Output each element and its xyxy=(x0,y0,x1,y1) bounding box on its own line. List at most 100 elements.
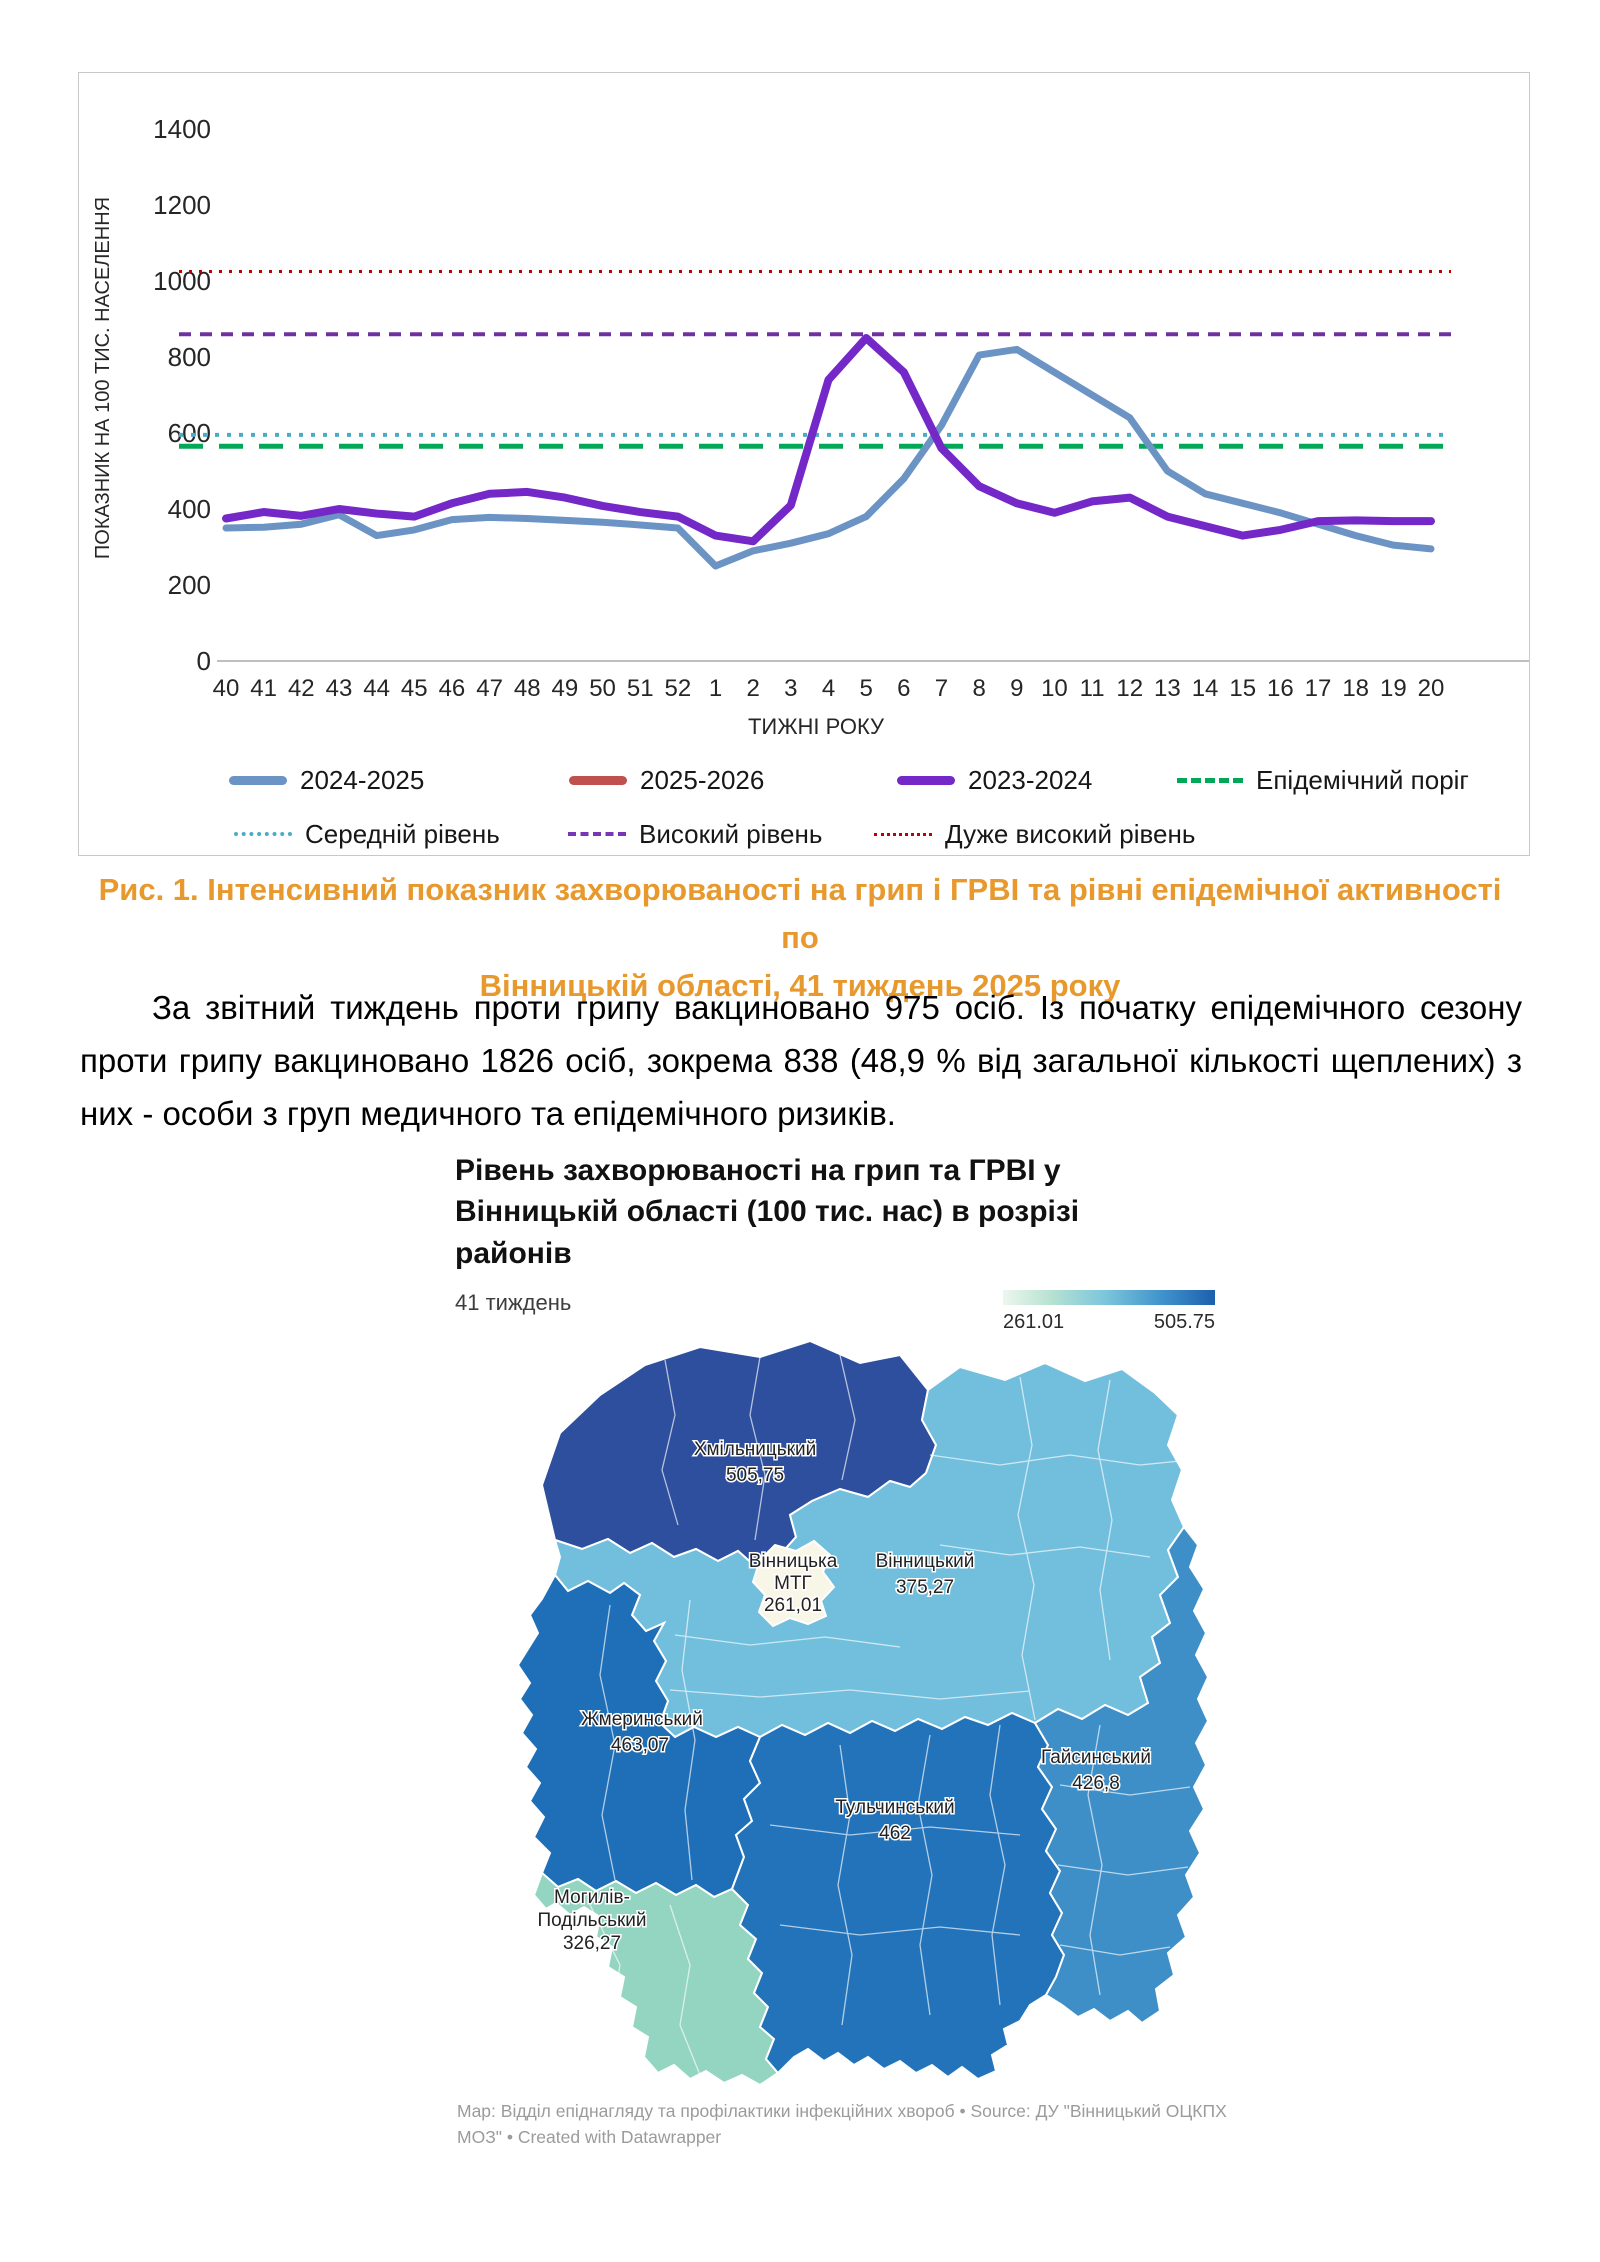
map-legend-min: 261.01 xyxy=(1003,1311,1065,1333)
flu-incidence-chart-figure: 0 200 400 600 800 1000 1200 1400 ПОКАЗНИК НА 100… xyxy=(78,72,1530,856)
label-mohyliv-2: Подільський xyxy=(537,1910,646,1931)
figure-caption: Рис. 1. Інтенсивний показник захворювано… xyxy=(80,866,1520,1010)
map-title: Рівень захворюваності на грип та ГРВІ у … xyxy=(455,1154,1080,1270)
legend-swatch xyxy=(569,775,627,785)
label-zhmerynskyi: Жмеринський xyxy=(581,1709,703,1730)
y-tick-label: 800 xyxy=(168,342,211,372)
series-line xyxy=(222,334,1435,546)
x-tick-label: 42 xyxy=(288,675,315,702)
legend-swatch xyxy=(1177,777,1243,783)
label-vinnytska-mtg-1: Вінницька xyxy=(749,1551,838,1572)
label-tulchynskyi: Тульчинський xyxy=(835,1797,954,1818)
legend-swatch xyxy=(229,775,287,785)
y-tick-label: 0 xyxy=(197,646,211,676)
y-tick-label: 1000 xyxy=(153,266,211,296)
value-vinnytska-mtg: 261,01 xyxy=(764,1595,822,1616)
y-tick-label: 400 xyxy=(168,494,211,524)
x-tick-label: 20 xyxy=(1418,675,1445,702)
y-tick-label: 1400 xyxy=(153,114,211,144)
x-tick-label: 50 xyxy=(589,675,616,702)
legend-swatch xyxy=(234,832,292,836)
x-tick-label: 46 xyxy=(439,675,466,702)
legend-label: Дуже високий рівень xyxy=(945,818,1196,849)
x-tick-label: 52 xyxy=(665,675,692,702)
y-axis-title: ПОКАЗНИК НА 100 ТИС. НАСЕЛЕННЯ xyxy=(92,197,114,559)
map-block: Рівень захворюваності на грип та ГРВІ у … xyxy=(455,1150,1245,2147)
legend-label: 2023-2024 xyxy=(968,764,1093,795)
x-tick-label: 4 xyxy=(822,675,835,702)
legend-item: Високий рівень xyxy=(568,819,822,849)
x-tick-label: 7 xyxy=(935,675,948,702)
x-tick-label: 1 xyxy=(709,675,722,702)
value-tulchynskyi: 462 xyxy=(879,1823,911,1844)
map-attribution: Map: Відділ епіднагляду та профілактики … xyxy=(457,2101,1227,2148)
map-subtitle: 41 тиждень xyxy=(455,1290,572,1316)
x-tick-label: 40 xyxy=(213,675,240,702)
x-tick-label: 13 xyxy=(1154,675,1181,702)
legend-swatch xyxy=(874,832,932,836)
value-zhmerynskyi: 463,07 xyxy=(611,1735,669,1756)
x-tick-label: 45 xyxy=(401,675,428,702)
figure-caption-line2: Вінницькій області, 41 тиждень 2025 року xyxy=(479,968,1121,1004)
vaccination-paragraph: За звітний тиждень проти грипу вакцинова… xyxy=(80,989,1522,1132)
x-tick-label: 17 xyxy=(1305,675,1332,702)
raion-subdivision-lines xyxy=(589,1354,1191,2076)
x-tick-label: 3 xyxy=(784,675,797,702)
x-tick-label: 44 xyxy=(363,675,390,702)
legend-label: 2025-2026 xyxy=(640,764,765,795)
y-tick-label: 200 xyxy=(168,570,211,600)
legend-item: 2024-2025 xyxy=(229,765,424,795)
x-tick-label: 10 xyxy=(1041,675,1068,702)
x-tick-label: 6 xyxy=(897,675,910,702)
legend-item: 2025-2026 xyxy=(569,765,764,795)
label-mohyliv-1: Могилів- xyxy=(554,1887,630,1908)
label-vinnytskyi: Вінницький xyxy=(876,1551,975,1572)
legend-label: Епідемічний поріг xyxy=(1256,764,1469,795)
x-tick-label: 51 xyxy=(627,675,654,702)
legend-swatch xyxy=(897,775,955,785)
x-axis-title: ТИЖНІ РОКУ xyxy=(748,714,885,739)
x-tick-label: 15 xyxy=(1229,675,1256,702)
x-tick-label: 16 xyxy=(1267,675,1294,702)
x-tick-label: 49 xyxy=(552,675,579,702)
legend-item: 2023-2024 xyxy=(897,765,1092,795)
x-tick-label: 14 xyxy=(1192,675,1219,702)
value-mohyliv: 326,27 xyxy=(563,1933,621,1954)
district-vinnytska-mtg[interactable] xyxy=(751,1539,836,1628)
map-legend-max: 505.75 xyxy=(1153,1311,1215,1333)
value-haisynskyi: 426,8 xyxy=(1072,1773,1120,1794)
x-tick-label: 5 xyxy=(859,675,872,702)
x-tick-label: 2 xyxy=(747,675,760,702)
x-tick-label: 11 xyxy=(1080,675,1105,702)
legend-item: Епідемічний поріг xyxy=(1177,765,1469,795)
x-tick-label: 8 xyxy=(972,675,985,702)
x-tick-label: 43 xyxy=(326,675,353,702)
x-tick-label: 19 xyxy=(1380,675,1407,702)
label-khmilnytskyi: Хмільницький xyxy=(694,1439,816,1460)
legend-label: Високий рівень xyxy=(639,818,823,849)
x-tick-label: 12 xyxy=(1116,675,1143,702)
value-vinnytskyi: 375,27 xyxy=(896,1577,954,1598)
x-tick-label: 48 xyxy=(514,675,541,702)
district-mohyliv-podilskyi[interactable] xyxy=(532,1871,780,2087)
legend-label: 2024-2025 xyxy=(300,764,425,795)
x-tick-label: 18 xyxy=(1342,675,1369,702)
figure-caption-line1: Рис. 1. Інтенсивний показник захворювано… xyxy=(98,872,1502,956)
district-tulchynskyi[interactable] xyxy=(730,1711,1066,2081)
series-line xyxy=(222,345,1435,570)
label-vinnytska-mtg-2: МТГ xyxy=(774,1573,812,1594)
label-haisynskyi: Гайсинський xyxy=(1041,1747,1151,1768)
map-color-legend: 261.01 505.75 xyxy=(1003,1290,1215,1334)
x-tick-label: 9 xyxy=(1010,675,1023,702)
legend-swatch xyxy=(568,832,626,836)
legend-label: Середній рівень xyxy=(305,818,500,849)
y-tick-label: 1200 xyxy=(153,190,211,220)
value-khmilnytskyi: 505,75 xyxy=(726,1465,784,1486)
x-tick-label: 41 xyxy=(250,675,277,702)
legend-item: Дуже високий рівень xyxy=(874,819,1195,849)
vinnytsia-choropleth-map: Хмільницький 505,75 Вінницька МТГ 261,01… xyxy=(516,1339,1210,2087)
district-haisynskyi[interactable] xyxy=(1033,1525,1210,2025)
legend-item: Середній рівень xyxy=(234,819,500,849)
